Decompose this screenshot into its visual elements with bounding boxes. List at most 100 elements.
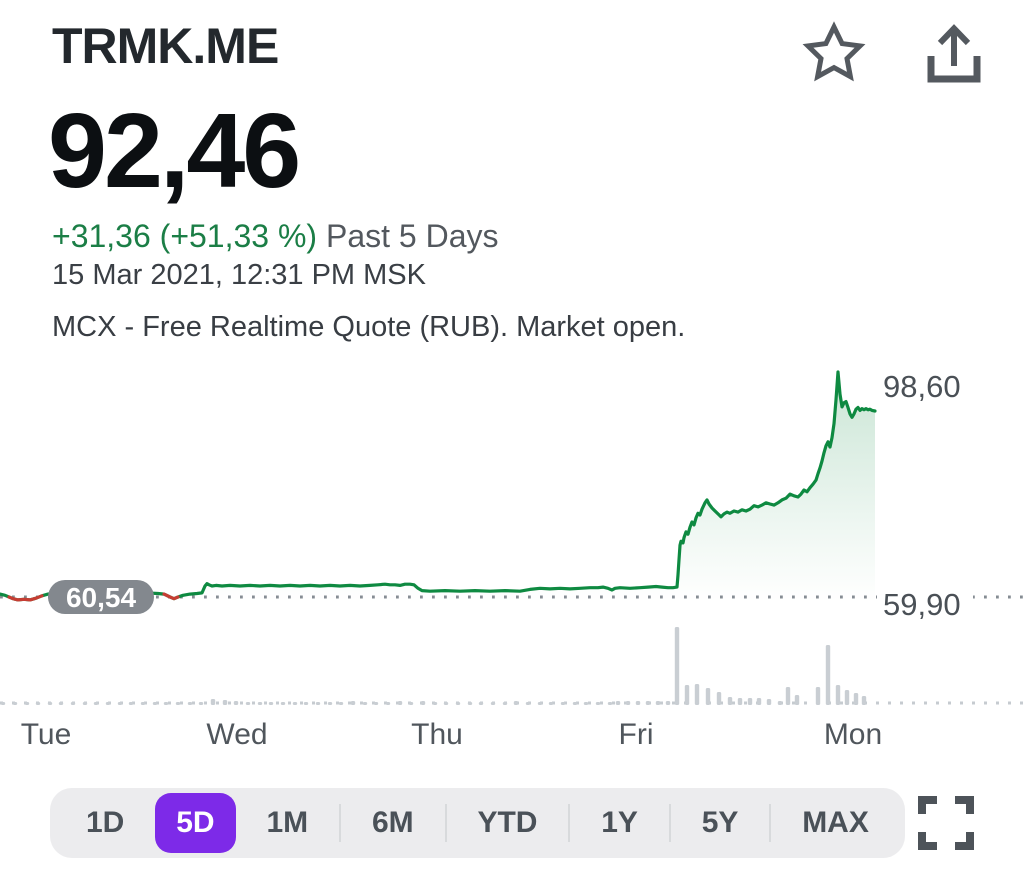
volume-bar: [268, 702, 274, 705]
volume-bar: [0, 702, 6, 705]
volume-bar: [502, 702, 508, 705]
header-actions: [802, 16, 990, 86]
area-fill: [0, 372, 875, 600]
range-5d[interactable]: 5D: [155, 793, 236, 853]
volume-bar: [187, 702, 193, 705]
volume-bar: [117, 702, 123, 705]
volume-bar: [861, 696, 867, 705]
share-button[interactable]: [918, 20, 990, 86]
volume-bar: [548, 702, 554, 705]
volume-bar: [844, 690, 850, 705]
volume-bar: [210, 699, 216, 705]
volume-bar: [198, 702, 204, 705]
volume-bar: [583, 702, 589, 705]
volume-bar: [245, 702, 251, 705]
volume-bar: [747, 698, 753, 705]
volume-bar: [525, 702, 531, 705]
volume-bar: [645, 701, 651, 705]
volume-bar: [47, 702, 53, 705]
volume-bar: [70, 702, 76, 705]
range-1m[interactable]: 1M: [261, 798, 315, 848]
volume-bar: [794, 695, 800, 705]
volume-bar: [420, 701, 426, 705]
current-price: 92,46: [48, 92, 301, 210]
range-1y[interactable]: 1Y: [595, 798, 644, 848]
range-ytd[interactable]: YTD: [471, 798, 543, 848]
volume-bar: [163, 702, 169, 705]
price-line-negative-segment: [162, 592, 180, 601]
volume-bar: [362, 702, 368, 705]
volume-bar: [607, 702, 613, 705]
star-icon: [802, 21, 866, 88]
volume-bar: [338, 702, 344, 705]
volume-bar: [727, 697, 733, 705]
volume-bars-layer: [0, 627, 867, 705]
volume-bar: [432, 702, 438, 705]
range-max[interactable]: MAX: [796, 798, 875, 848]
chart-area: 98,60 59,90 60,54 Tue Wed Thu Fri Mon: [0, 355, 1024, 760]
exchange-note: MCX - Free Realtime Quote (RUB). Market …: [52, 311, 686, 343]
volume-bar: [140, 702, 146, 705]
volume-bar: [716, 692, 722, 705]
volume-bar: [93, 702, 99, 705]
share-icon: [918, 24, 990, 89]
range-divider: [769, 804, 772, 842]
volume-bar: [537, 702, 543, 705]
range-1d[interactable]: 1D: [80, 798, 130, 848]
price-chart[interactable]: 98,60 59,90 60,54 Tue Wed Thu Fri Mon: [0, 355, 1024, 760]
price-line: [0, 370, 877, 602]
volume-bar: [443, 702, 449, 705]
x-axis-label-mon: Mon: [824, 718, 882, 751]
price-change: +31,36 (+51,33 %): [52, 218, 318, 254]
volume-bar: [835, 685, 841, 705]
volume-bar: [257, 702, 263, 705]
volume-bar: [373, 702, 379, 705]
range-6m[interactable]: 6M: [366, 798, 420, 848]
volume-bar: [315, 702, 321, 705]
quote-timestamp: 15 Mar 2021, 12:31 PM MSK: [52, 259, 426, 291]
range-5y[interactable]: 5Y: [696, 798, 745, 848]
volume-bar: [815, 687, 821, 705]
range-divider: [444, 804, 447, 842]
volume-bar: [825, 645, 831, 705]
volume-bar: [615, 701, 621, 705]
volume-bar: [756, 698, 762, 705]
y-axis-low-label: 59,90: [883, 587, 961, 622]
favorite-button[interactable]: [802, 21, 866, 85]
volume-bar: [175, 702, 181, 705]
volume-bar: [572, 702, 578, 705]
volume-bar: [292, 702, 298, 705]
price-change-row: +31,36 (+51,33 %) Past 5 Days: [52, 218, 498, 254]
price-line-negative-segment: [7, 594, 44, 602]
volume-bar: [478, 702, 484, 705]
volume-bar: [385, 702, 391, 705]
volume-bar: [674, 627, 680, 705]
volume-bar: [350, 701, 356, 705]
volume-bar: [635, 701, 641, 705]
volume-bar: [705, 688, 711, 705]
header: TRMK.ME: [52, 16, 990, 86]
volume-bar: [684, 685, 690, 705]
volume-bar: [655, 701, 661, 705]
volume-bar: [152, 702, 158, 705]
volume-bar: [35, 702, 41, 705]
volume-bar: [625, 701, 631, 705]
volume-bar: [24, 702, 30, 705]
volume-bar: [665, 701, 671, 705]
volume-bar: [694, 684, 700, 705]
fullscreen-button[interactable]: [915, 792, 977, 854]
x-axis-label-tue: Tue: [21, 718, 72, 751]
range-divider: [568, 804, 571, 842]
volume-bar: [467, 702, 473, 705]
x-axis-label-wed: Wed: [206, 718, 267, 751]
volume-bar: [455, 702, 461, 705]
fullscreen-icon: [917, 796, 975, 854]
range-selector: 1D 5D 1M 6M YTD 1Y 5Y MAX: [50, 788, 905, 858]
price-marker-label: 60,54: [66, 582, 136, 613]
volume-bar: [777, 701, 783, 705]
area-fill-layer: [0, 372, 875, 600]
volume-bar: [303, 702, 309, 705]
volume-bar: [327, 702, 333, 705]
volume-bar: [12, 702, 18, 705]
